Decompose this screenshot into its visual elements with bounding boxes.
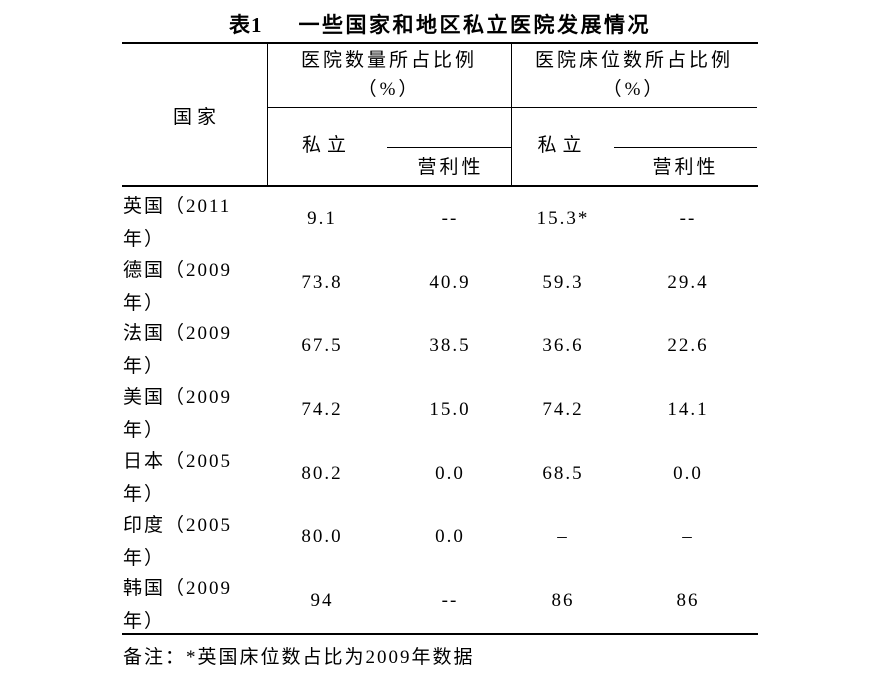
- group2-unit: （%）: [602, 79, 666, 100]
- table-top-rule: [122, 42, 758, 44]
- value-cell: 15.0: [429, 399, 471, 421]
- forprofit-rule-left-group: [387, 147, 511, 148]
- value-cell: 0.0: [673, 462, 703, 484]
- value-cell: 0.0: [435, 526, 465, 548]
- value-cell: 40.9: [429, 271, 471, 293]
- value-cell: 67.5: [301, 335, 343, 357]
- forprofit-rule-right-group: [614, 147, 757, 148]
- table-number-label: 表1: [229, 13, 263, 37]
- country-cell: 英国（2011 年）: [123, 190, 231, 256]
- country-line2: 年）: [123, 611, 166, 633]
- country-line2: 年）: [123, 229, 166, 250]
- group-header-bottom-rule: [267, 107, 757, 108]
- value-cell: 94: [310, 590, 334, 612]
- table-bottom-rule: [122, 633, 758, 635]
- value-cell: 36.6: [542, 335, 584, 357]
- country-cell: 德国（2009 年）: [123, 254, 232, 320]
- group1-title: 医院数量所占比例: [300, 50, 477, 71]
- table-footnote: 备注：*英国床位数占比为2009年数据: [123, 647, 475, 668]
- table-row: 印度（2005 年） 80.0 0.0 – –: [122, 506, 758, 570]
- value-cell: --: [441, 590, 459, 612]
- table-row: 韩国（2009 年） 94 -- 86 86: [122, 569, 758, 633]
- header-bottom-rule: [122, 185, 758, 187]
- country-line2: 年）: [123, 292, 166, 314]
- table-title: 表1 一些国家和地区私立医院发展情况: [122, 9, 758, 39]
- group1-unit: （%）: [357, 79, 421, 100]
- value-cell: 74.2: [301, 399, 343, 421]
- table-title-text: 一些国家和地区私立医院发展情况: [298, 13, 651, 37]
- country-line2: 年）: [123, 483, 166, 505]
- country-line1: 印度（2005: [123, 514, 233, 536]
- country-cell: 韩国（2009 年）: [123, 572, 232, 638]
- value-cell: –: [557, 526, 569, 548]
- country-line2: 年）: [123, 356, 166, 378]
- country-cell: 日本（2005 年）: [123, 445, 232, 511]
- country-cell: 印度（2005 年）: [123, 509, 232, 575]
- value-cell: 59.3: [542, 271, 584, 293]
- hospital-beds-group-header: 医院床位数所占比例 （%）: [511, 43, 757, 107]
- country-line1: 韩国（2009: [123, 578, 233, 600]
- table-body: 英国（2011 年） 9.1 -- 15.3* -- 德国（2009 年） 73…: [122, 187, 758, 633]
- country-line1: 英国（2011: [123, 196, 232, 217]
- country-line1: 美国（2009: [123, 387, 233, 409]
- value-cell: 15.3*: [536, 207, 590, 229]
- value-cell: 80.0: [301, 526, 343, 548]
- header-vertical-divider-2: [511, 42, 512, 187]
- value-cell: 80.2: [301, 462, 343, 484]
- value-cell: 9.1: [307, 207, 337, 229]
- value-cell: 14.1: [667, 399, 709, 421]
- country-line1: 德国（2009: [123, 259, 233, 281]
- value-cell: 73.8: [301, 271, 343, 293]
- country-line2: 年）: [123, 420, 166, 442]
- value-cell: 22.6: [667, 335, 709, 357]
- hospital-count-group-header: 医院数量所占比例 （%）: [267, 43, 511, 107]
- value-cell: 38.5: [429, 335, 471, 357]
- header-vertical-divider-1: [267, 42, 268, 187]
- value-cell: --: [679, 207, 697, 229]
- group2-forprofit-subheader: 营利性: [652, 157, 719, 178]
- country-cell: 法国（2009 年）: [123, 317, 232, 383]
- group2-title: 医院床位数所占比例: [534, 50, 733, 71]
- country-line2: 年）: [123, 547, 166, 569]
- country-cell: 美国（2009 年）: [123, 381, 232, 447]
- table-row: 英国（2011 年） 9.1 -- 15.3* --: [122, 187, 758, 251]
- country-column-header: 国家: [172, 106, 221, 128]
- value-cell: –: [682, 526, 694, 548]
- table-row: 美国（2009 年） 74.2 15.0 74.2 14.1: [122, 378, 758, 442]
- table-row: 日本（2005 年） 80.2 0.0 68.5 0.0: [122, 442, 758, 506]
- value-cell: 68.5: [542, 462, 584, 484]
- value-cell: 0.0: [435, 462, 465, 484]
- value-cell: 86: [551, 590, 575, 612]
- value-cell: --: [441, 207, 459, 229]
- country-line1: 日本（2005: [123, 450, 233, 472]
- group1-private-subheader: 私立: [301, 135, 352, 156]
- table-row: 法国（2009 年） 67.5 38.5 36.6 22.6: [122, 314, 758, 378]
- table-row: 德国（2009 年） 73.8 40.9 59.3 29.4: [122, 251, 758, 315]
- group2-private-subheader: 私立: [537, 135, 588, 156]
- group1-forprofit-subheader: 营利性: [417, 157, 484, 178]
- country-line1: 法国（2009: [123, 323, 233, 345]
- value-cell: 86: [676, 590, 700, 612]
- value-cell: 29.4: [667, 271, 709, 293]
- value-cell: 74.2: [542, 399, 584, 421]
